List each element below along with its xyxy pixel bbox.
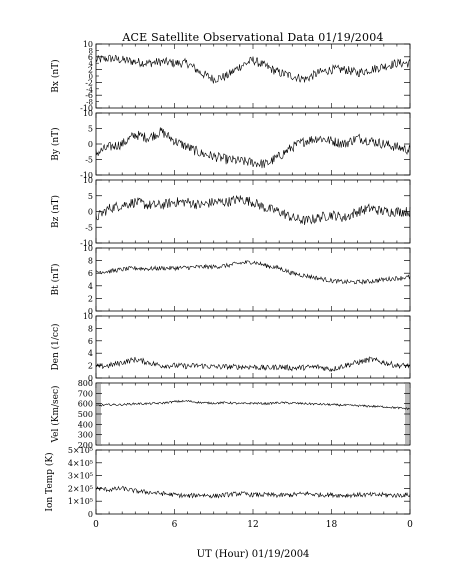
y-tick-label: 4×10⁵ bbox=[68, 459, 93, 468]
y-tick-label: 0 bbox=[88, 374, 93, 383]
chart-title: ACE Satellite Observational Data 01/19/2… bbox=[122, 31, 384, 44]
panel-4: 10 8 6 4 2 0 Bt (nT) bbox=[50, 244, 411, 316]
y-tick-label: 3×10⁵ bbox=[68, 472, 93, 481]
y-minor-tick-label: 4 bbox=[89, 60, 94, 68]
panel-1: 10 6 2 -2 -6 -10 8 4 0 -4 -8 Bx (nT) bbox=[50, 40, 411, 113]
series-line bbox=[95, 485, 411, 499]
y-tick-label: 2 bbox=[88, 66, 93, 75]
panel-5: 10 8 6 4 2 0 Den (1/cc) bbox=[50, 312, 411, 383]
panel-frame bbox=[95, 449, 411, 515]
y-tick-label: 2 bbox=[88, 362, 93, 371]
y-tick-label: 10 bbox=[83, 40, 93, 49]
y-tick-label: 2 bbox=[88, 294, 93, 303]
y-minor-tick-label: 0 bbox=[89, 73, 93, 81]
x-tick-label: 6 bbox=[172, 520, 178, 530]
y-axis-label: Vel (Km/sec) bbox=[50, 385, 61, 443]
panel-7: 5×10⁵ 4×10⁵ 3×10⁵ 2×10⁵ 1×10⁵ 0 Ion Temp (K) bbox=[44, 446, 411, 519]
y-tick-label: 5 bbox=[88, 192, 93, 201]
y-tick-label: -6 bbox=[85, 91, 93, 100]
y-tick-label: -10 bbox=[80, 171, 93, 180]
y-tick-label: 800 bbox=[78, 379, 93, 388]
panel-3: 10 5 0 -5 -10 Bz (nT) bbox=[50, 176, 411, 248]
y-tick-label: 600 bbox=[78, 400, 93, 409]
series-line bbox=[95, 399, 411, 411]
y-minor-tick-label: 8 bbox=[89, 47, 93, 55]
x-tick-label: 0 bbox=[93, 520, 99, 530]
panels: 10 6 2 -2 -6 -10 8 4 0 -4 -8 Bx (nT) 10 5 0 -5 -10 By (nT… bbox=[44, 40, 413, 530]
x-tick-label: 12 bbox=[247, 520, 258, 530]
series-line bbox=[95, 54, 411, 84]
y-tick-label: -10 bbox=[80, 239, 93, 248]
y-tick-label: 10 bbox=[83, 176, 93, 185]
y-tick-label: 10 bbox=[83, 244, 93, 253]
y-tick-label: 300 bbox=[78, 431, 93, 440]
panel-frame bbox=[95, 43, 411, 109]
x-tick-label: 0 bbox=[407, 520, 413, 530]
y-tick-label: 10 bbox=[83, 312, 93, 321]
y-tick-label: -2 bbox=[85, 78, 93, 87]
y-axis-label: By (nT) bbox=[50, 127, 61, 160]
y-tick-label: 0 bbox=[88, 140, 93, 149]
y-tick-label: 5×10⁵ bbox=[68, 446, 93, 455]
y-tick-label: 4 bbox=[88, 282, 93, 291]
y-minor-tick-label: -8 bbox=[86, 99, 93, 107]
panel-frame bbox=[95, 315, 411, 379]
y-tick-label: 400 bbox=[78, 420, 93, 429]
y-axis-label: Bz (nT) bbox=[50, 195, 61, 228]
y-tick-label: 6 bbox=[88, 269, 93, 278]
x-tick-label: 18 bbox=[326, 520, 338, 530]
series-line bbox=[95, 356, 411, 373]
panel-2: 10 5 0 -5 -10 By (nT) bbox=[50, 109, 411, 180]
y-tick-label: 2×10⁵ bbox=[68, 484, 93, 493]
y-axis-label: Den (1/cc) bbox=[50, 323, 61, 370]
y-minor-tick-label: -4 bbox=[86, 86, 93, 94]
y-axis-label: Bx (nT) bbox=[50, 59, 61, 92]
y-tick-label: 0 bbox=[88, 307, 93, 316]
y-tick-label: 500 bbox=[78, 410, 93, 419]
y-tick-label: 6 bbox=[88, 53, 93, 62]
series-line bbox=[95, 127, 411, 169]
y-tick-label: 1×10⁵ bbox=[68, 497, 93, 506]
y-tick-label: 200 bbox=[78, 441, 93, 450]
y-tick-label: 0 bbox=[88, 510, 93, 519]
x-axis-label: UT (Hour) 01/19/2004 bbox=[196, 549, 310, 560]
y-tick-label: 6 bbox=[88, 337, 93, 346]
panel-frame bbox=[95, 382, 411, 446]
y-tick-label: 5 bbox=[88, 125, 93, 134]
y-tick-label: 8 bbox=[88, 324, 93, 333]
y-tick-label: 8 bbox=[88, 257, 93, 266]
series-line bbox=[95, 195, 411, 226]
y-axis-label: Ion Temp (K) bbox=[44, 452, 55, 511]
y-tick-label: 10 bbox=[83, 109, 93, 118]
y-tick-label: -10 bbox=[80, 104, 93, 113]
y-tick-label: 4 bbox=[88, 349, 93, 358]
y-tick-label: -5 bbox=[85, 156, 93, 165]
y-axis-label: Bt (nT) bbox=[50, 264, 61, 296]
series-line bbox=[95, 260, 411, 285]
y-tick-label: -5 bbox=[85, 223, 93, 232]
y-tick-label: 0 bbox=[88, 208, 93, 217]
y-tick-label: 700 bbox=[78, 389, 93, 398]
